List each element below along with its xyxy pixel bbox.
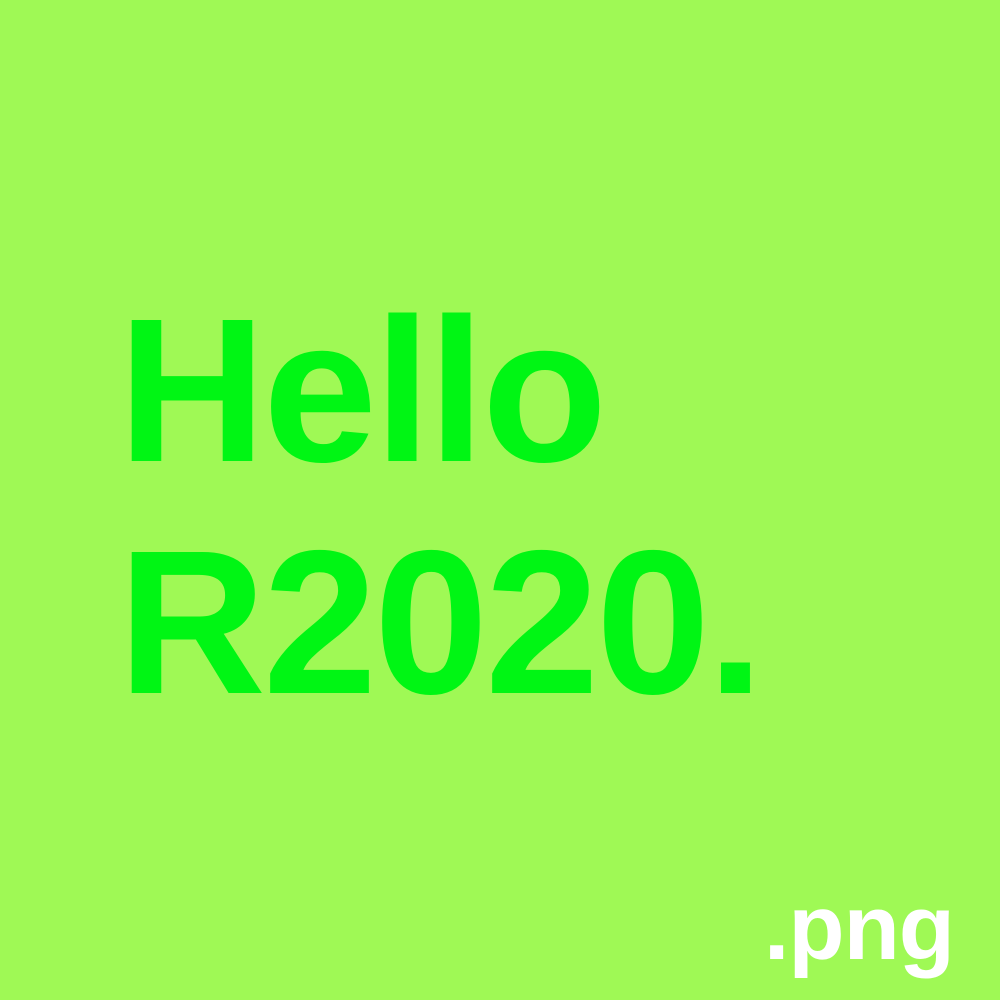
file-extension-label: .png — [763, 877, 955, 979]
headline: Hello R2020. — [118, 275, 764, 739]
headline-line-2: R2020. — [118, 508, 764, 737]
headline-line-1: Hello — [118, 276, 607, 505]
